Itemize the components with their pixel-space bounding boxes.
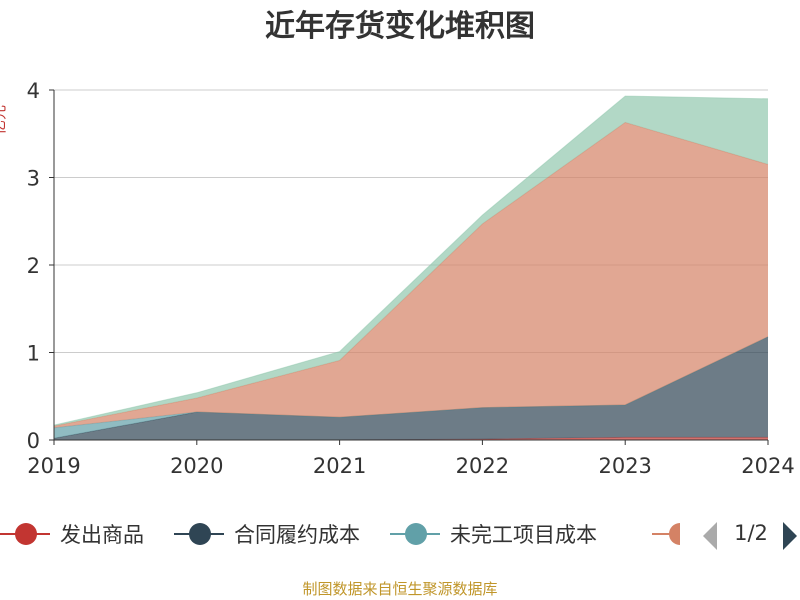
legend-marker [15, 523, 37, 545]
legend-label: 未完工项目成本 [450, 523, 597, 547]
area-合同履约成本 [54, 336, 768, 440]
legend-item-partial[interactable] [652, 523, 680, 545]
x-tick-label: 2021 [313, 454, 366, 478]
y-tick-label: 3 [27, 167, 40, 191]
y-tick-label: 4 [27, 79, 40, 103]
x-tick-label: 2024 [741, 454, 794, 478]
axes [49, 89, 769, 445]
x-tick-label: 2019 [27, 454, 80, 478]
legend-page-indicator: 1/2 [734, 521, 768, 545]
chart-title: 近年存货变化堆积图 [265, 9, 535, 44]
legend: 发出商品 合同履约成本 未完工项目成本 [0, 523, 680, 547]
legend-marker [669, 523, 680, 545]
y-axis-label: 亿元 [0, 105, 8, 135]
legend-next-icon[interactable] [783, 522, 797, 550]
legend-label: 合同履约成本 [234, 523, 360, 547]
legend-item[interactable]: 合同履约成本 [174, 523, 360, 547]
y-tick-label: 2 [27, 254, 40, 278]
legend-marker [405, 523, 427, 545]
x-tick-labels: 2019 2020 2021 2022 2023 2024 [27, 454, 794, 478]
x-tick-label: 2020 [170, 454, 223, 478]
legend-label: 发出商品 [60, 523, 144, 547]
area-series [53, 95, 769, 441]
legend-pager[interactable]: 1/2 [703, 521, 797, 550]
area-原材料 [54, 122, 768, 428]
data-source-note: 制图数据来自恒生聚源数据库 [302, 580, 497, 598]
y-tick-label: 0 [27, 429, 40, 453]
legend-prev-icon[interactable] [703, 522, 717, 550]
y-tick-label: 1 [27, 342, 40, 366]
legend-item[interactable]: 未完工项目成本 [390, 523, 597, 547]
x-tick-label: 2023 [598, 454, 651, 478]
legend-item[interactable]: 发出商品 [0, 523, 144, 547]
y-tick-labels: 0 1 2 3 4 [27, 79, 40, 453]
legend-marker [189, 523, 211, 545]
area-库存商品 [54, 96, 768, 426]
area-edge-库存商品 [53, 95, 769, 426]
x-tick-label: 2022 [456, 454, 509, 478]
